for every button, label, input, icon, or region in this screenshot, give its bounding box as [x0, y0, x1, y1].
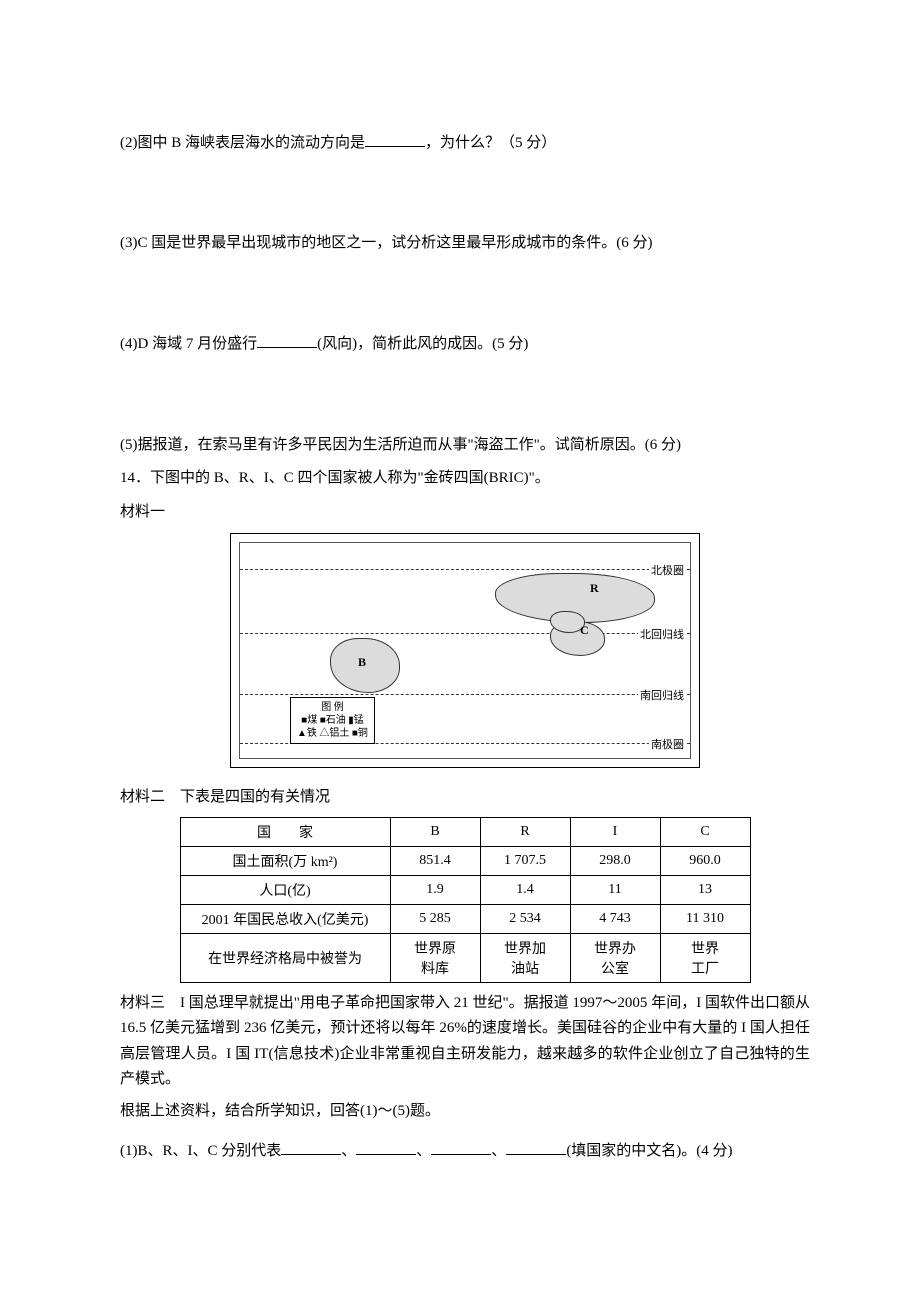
table-row: 国土面积(万 km²)851.41 707.5298.0960.0	[180, 846, 750, 875]
table-header-cell: 国 家	[180, 817, 390, 846]
country-marker-label: R	[590, 581, 599, 596]
table-cell: 2001 年国民总收入(亿美元)	[180, 904, 390, 933]
table-cell: 在世界经济格局中被誉为	[180, 933, 390, 982]
table-row: 人口(亿)1.91.41113	[180, 875, 750, 904]
table-cell: 11	[570, 875, 660, 904]
map-box: 北极圈北回归线南回归线南极圈 B R C 图 例■煤 ■石油 ▮锰▲铁 △铝土 ■铜	[230, 533, 700, 768]
fill-blank	[281, 1138, 341, 1155]
fill-blank	[506, 1138, 566, 1155]
table-header-cell: R	[480, 817, 570, 846]
material-3-paragraph: 材料三 I 国总理早就提出"用电子革命把国家带入 21 世纪"。据报道 1997…	[120, 991, 810, 1093]
table-cell: 11 310	[660, 904, 750, 933]
q2-text: (2)图中 B 海峡表层海水的流动方向是，为什么？（5 分）	[120, 135, 556, 151]
latitude-line	[240, 569, 690, 570]
world-map-figure: 北极圈北回归线南回归线南极圈 B R C 图 例■煤 ■石油 ▮锰▲铁 △铝土 ■铜	[120, 533, 810, 773]
table-cell: 世界工厂	[660, 933, 750, 982]
table-cell: 1.4	[480, 875, 570, 904]
table-cell: 4 743	[570, 904, 660, 933]
fill-blank	[257, 332, 317, 349]
table-cell: 2 534	[480, 904, 570, 933]
latitude-label: 北极圈	[649, 562, 686, 578]
material2-text: 材料二 下表是四国的有关情况	[120, 789, 330, 805]
latitude-label: 南极圈	[649, 736, 686, 752]
country-marker-label: B	[358, 655, 366, 670]
table-cell: 960.0	[660, 846, 750, 875]
table-cell: 5 285	[390, 904, 480, 933]
latitude-line	[240, 633, 690, 634]
bric-data-table: 国 家BRIC国土面积(万 km²)851.41 707.5298.0960.0…	[180, 817, 751, 983]
question-2: (2)图中 B 海峡表层海水的流动方向是，为什么？（5 分）	[120, 130, 810, 156]
table-row: 在世界经济格局中被誉为世界原料库世界加油站世界办公室世界工厂	[180, 933, 750, 982]
map-legend: 图 例■煤 ■石油 ▮锰▲铁 △铝土 ■铜	[290, 697, 375, 744]
latitude-label: 南回归线	[638, 687, 686, 703]
table-cell: 人口(亿)	[180, 875, 390, 904]
q4-text: (4)D 海域 7 月份盛行(风向)，简析此风的成因。(5 分)	[120, 336, 528, 352]
question-5: (5)据报道，在索马里有许多平民因为生活所迫而从事"海盗工作"。试简析原因。(6…	[120, 433, 810, 459]
answer-prompt: 根据上述资料，结合所学知识，回答(1)～(5)题。	[120, 1099, 810, 1125]
table-header-cell: B	[390, 817, 480, 846]
map-inner: 北极圈北回归线南回归线南极圈 B R C 图 例■煤 ■石油 ▮锰▲铁 △铝土 ■铜	[239, 542, 691, 759]
legend-row: ▲铁 △铝土 ■铜	[297, 727, 368, 740]
sub1-text: (1)B、R、I、C 分别代表、、、(填国家的中文名)。(4 分)	[120, 1143, 733, 1159]
material3-text: 材料三 I 国总理早就提出"用电子革命把国家带入 21 世纪"。据报道 1997…	[120, 995, 810, 1088]
country-marker-label: C	[580, 623, 589, 638]
sub-question-1: (1)B、R、I、C 分别代表、、、(填国家的中文名)。(4 分)	[120, 1138, 810, 1164]
table-cell: 298.0	[570, 846, 660, 875]
material-2-label: 材料二 下表是四国的有关情况	[120, 785, 810, 811]
fill-blank	[431, 1138, 491, 1155]
fill-blank	[356, 1138, 416, 1155]
table-cell: 851.4	[390, 846, 480, 875]
question-3: (3)C 国是世界最早出现城市的地区之一，试分析这里最早形成城市的条件。(6 分…	[120, 231, 810, 257]
latitude-line	[240, 694, 690, 695]
table-row: 2001 年国民总收入(亿美元)5 2852 5344 74311 310	[180, 904, 750, 933]
table-header-row: 国 家BRIC	[180, 817, 750, 846]
table-cell: 世界原料库	[390, 933, 480, 982]
table-cell: 国土面积(万 km²)	[180, 846, 390, 875]
q14-intro-text: 14．下图中的 B、R、I、C 四个国家被人称为"金砖四国(BRIC)"。	[120, 470, 550, 486]
question-4: (4)D 海域 7 月份盛行(风向)，简析此风的成因。(5 分)	[120, 332, 810, 358]
latitude-label: 北回归线	[638, 626, 686, 642]
legend-row: ■煤 ■石油 ▮锰	[297, 714, 368, 727]
material1-text: 材料一	[120, 504, 165, 520]
table-cell: 1.9	[390, 875, 480, 904]
table-cell: 13	[660, 875, 750, 904]
material-1-label: 材料一	[120, 500, 810, 526]
fill-blank	[365, 130, 425, 147]
table-cell: 世界办公室	[570, 933, 660, 982]
legend-title: 图 例	[297, 701, 368, 714]
table-header-cell: I	[570, 817, 660, 846]
question-14-intro: 14．下图中的 B、R、I、C 四个国家被人称为"金砖四国(BRIC)"。	[120, 466, 810, 492]
q3-text: (3)C 国是世界最早出现城市的地区之一，试分析这里最早形成城市的条件。(6 分…	[120, 235, 653, 251]
answer-prompt-text: 根据上述资料，结合所学知识，回答(1)～(5)题。	[120, 1103, 440, 1119]
table-cell: 世界加油站	[480, 933, 570, 982]
table-header-cell: C	[660, 817, 750, 846]
table-cell: 1 707.5	[480, 846, 570, 875]
q5-text: (5)据报道，在索马里有许多平民因为生活所迫而从事"海盗工作"。试简析原因。(6…	[120, 437, 681, 453]
